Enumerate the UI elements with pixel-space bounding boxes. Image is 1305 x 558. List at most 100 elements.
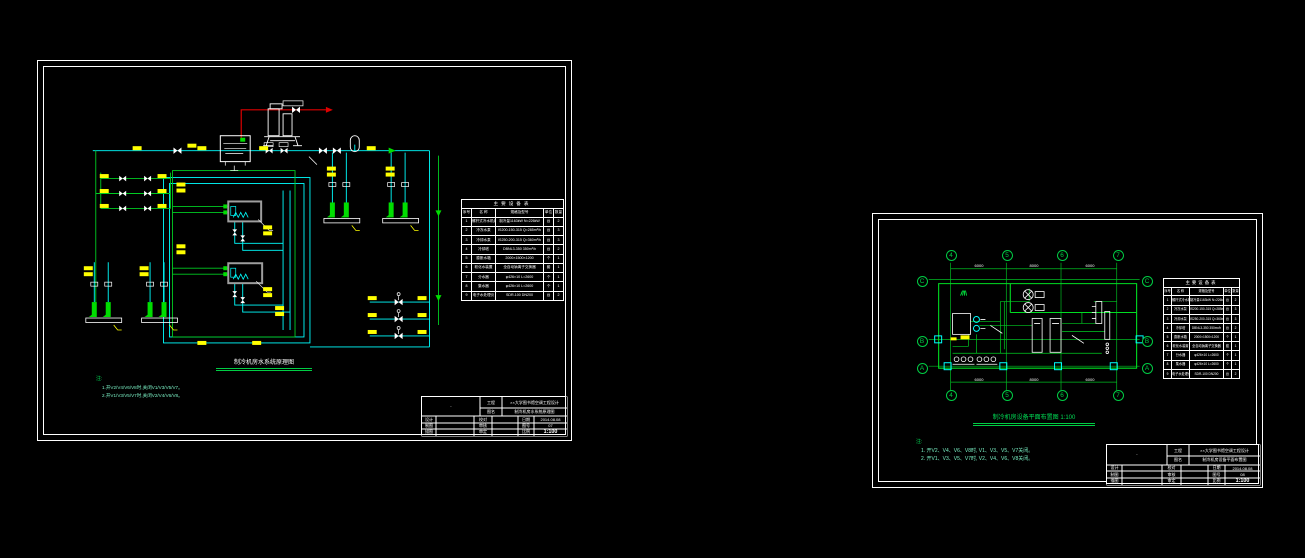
equipment-table-header: 单位 xyxy=(1223,286,1232,297)
equipment-table-header: 序号 xyxy=(1163,286,1172,297)
valve-manifold-right xyxy=(394,292,403,340)
drawing-title: 制冷机房水系统原理图 xyxy=(216,360,312,372)
axis-bubble: 4 xyxy=(945,249,957,261)
chiller-isolation-valves xyxy=(232,229,246,304)
axis-bubble: A xyxy=(916,362,928,374)
equipment-table-header: 规格及型号 xyxy=(1189,286,1224,297)
cooling-tower xyxy=(263,103,302,147)
title-block-row: 设计 校对 日期 2014.08.08 xyxy=(422,416,565,423)
drawing-title-text: 制冷机房水系统原理图 xyxy=(233,360,294,366)
room-outline xyxy=(938,283,1138,369)
pipe-tags xyxy=(83,143,427,345)
axis-bubble: B xyxy=(916,335,928,347)
drawing-name: 制冷机房设备平面布置图 xyxy=(1189,456,1260,465)
axis-bubble: 6 xyxy=(1056,249,1068,261)
axis-bubble: A xyxy=(1141,362,1153,374)
dim-label: 6000 xyxy=(974,377,984,382)
title-block-row: 设计 校对 日期 2014.08.08 xyxy=(1107,465,1258,472)
note-line: 2. 开V1、V3、V5、V7时, V2、V4、V6、V8关闭。 xyxy=(921,456,1034,462)
notes-label: 注: xyxy=(96,376,103,382)
equipment-table-header: 数量 xyxy=(1231,286,1240,297)
title-block-row: 描图 审定 比例 1:100 xyxy=(1107,478,1258,485)
pump-group-cooling-2 xyxy=(382,182,420,231)
equipment-table-header: 名 称 xyxy=(471,208,496,218)
makeup-water-line xyxy=(240,100,333,142)
notes-label: 注: xyxy=(916,439,923,445)
title-block-row: 描图 审定 比例 1:100 xyxy=(422,429,565,435)
drawing-title: 制冷机房设备平面布置图 1:100 xyxy=(973,415,1095,427)
equipment-table-header: 规格及型号 xyxy=(495,208,544,218)
flow-arrows xyxy=(223,147,442,302)
title-underline-2 xyxy=(973,425,1095,427)
project-label: 工程 xyxy=(480,397,502,408)
title-block-row: 制图 审核 图号 07 xyxy=(422,423,565,429)
title-underline-2 xyxy=(216,370,312,372)
axis-bubble: 6 xyxy=(1056,389,1068,401)
title-block-row: 制图 审核 图号 08 xyxy=(1107,471,1258,478)
axis-bubble: 4 xyxy=(945,389,957,401)
equipment-table-header: 数量 xyxy=(553,208,564,218)
expansion-water-tank xyxy=(219,135,251,171)
title-block: · 工程 ××大学图书馆空调工程设计 图名 制冷机房设备平面布置图 设计 校对 … xyxy=(1106,444,1259,484)
title-block: · 工程 ××大学图书馆空调工程设计 图名 制冷机房水系统原理图 设计 校对 日… xyxy=(421,396,566,435)
plan-tags xyxy=(950,335,970,341)
pump-group-cooling-1 xyxy=(323,182,361,231)
notes: 注: 1.开V2/V4/V6/V8时,关闭V1/V3/V5/V7。 2.开V1/V… xyxy=(96,375,183,400)
dimension-labels: 6000 8000 6000 6000 8000 6000 xyxy=(873,214,1262,487)
schematic-drawing xyxy=(83,100,442,348)
project-name: ××大学图书馆空调工程设计 xyxy=(1189,445,1260,456)
chilled-water-pipes xyxy=(92,144,430,348)
note-line: 1. 开V2、V4、V6、V8时, V1、V3、V5、V7关闭。 xyxy=(921,448,1034,454)
note-line: 2.开V1/V3/V5/V7时,关闭V2/V4/V6/V8。 xyxy=(102,393,183,398)
dim-label: 8000 xyxy=(1029,377,1039,382)
sheet-right-plan[interactable]: 4 5 6 7 4 5 6 7 C B A C B A 6000 8000 60… xyxy=(872,213,1263,488)
chiller-unit-2 xyxy=(227,262,272,293)
sheet-left-schematic[interactable]: 主要设备表 序号名 称规格及型号 单位 数量 1 螺杆式冷水机组 制冷量1163kW N… xyxy=(37,60,572,441)
company-cell: · xyxy=(422,397,480,416)
axis-bubble: 7 xyxy=(1112,389,1124,401)
pump-group-chilled-1 xyxy=(85,281,123,331)
drawing-name-label: 图名 xyxy=(480,408,502,416)
dim-label: 6000 xyxy=(1085,263,1095,268)
equipment-table-header: 序号 xyxy=(461,208,472,218)
drawing-title-text: 制冷机房设备平面布置图 1:100 xyxy=(992,415,1076,421)
project-name: ××大学图书馆空调工程设计 xyxy=(502,397,567,408)
grass-symbol xyxy=(960,290,967,296)
drawing-name-label: 图名 xyxy=(1167,456,1189,465)
axis-bubbles: 4 5 6 7 4 5 6 7 C B A C B A xyxy=(873,214,1262,487)
equipment-table-title: 主要设备表 xyxy=(1163,278,1240,288)
project-label: 工程 xyxy=(1167,445,1189,456)
axis-bubble: 5 xyxy=(1001,249,1013,261)
axis-bubble: C xyxy=(1141,275,1153,287)
title-underline xyxy=(216,368,312,370)
equipment-table-header: 单位 xyxy=(543,208,554,218)
notes: 注: 1. 开V2、V4、V6、V8时, V1、V3、V5、V7关闭。 2. 开V… xyxy=(916,438,1033,463)
company-cell: · xyxy=(1107,445,1167,465)
equipment-table-header: 名 称 xyxy=(1171,286,1190,297)
dim-label: 6000 xyxy=(974,263,984,268)
dim-label: 6000 xyxy=(1085,377,1095,382)
expansion-vessel xyxy=(349,135,360,153)
chiller-unit-1 xyxy=(227,200,274,231)
valve-assembly xyxy=(173,142,341,165)
axis-bubble: 5 xyxy=(1001,389,1013,401)
dim-label: 8000 xyxy=(1029,263,1039,268)
